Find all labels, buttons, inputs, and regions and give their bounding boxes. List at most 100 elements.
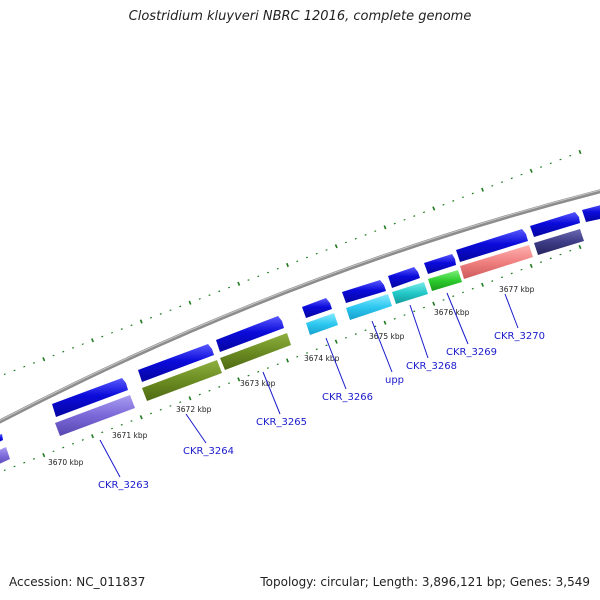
minor-tick bbox=[81, 343, 84, 346]
kbp-label: 3676 kbp bbox=[434, 308, 470, 317]
major-tick bbox=[578, 149, 582, 155]
major-tick bbox=[432, 301, 436, 306]
kbp-scale: 3670 kbp 3671 kbp 3672 kbp 3673 kbp 3674… bbox=[48, 285, 535, 467]
leader-line bbox=[371, 320, 393, 373]
minor-tick bbox=[81, 439, 84, 441]
minor-tick bbox=[159, 313, 162, 315]
minor-tick bbox=[296, 355, 299, 358]
gene-label-ckr-3263[interactable]: CKR_3263 bbox=[98, 480, 149, 491]
minor-tick bbox=[413, 310, 416, 313]
leader-line bbox=[262, 371, 281, 415]
minor-tick bbox=[23, 365, 26, 368]
kbp-label: 3670 kbp bbox=[48, 458, 84, 467]
minor-tick bbox=[315, 348, 318, 351]
major-tick bbox=[481, 187, 484, 192]
gene-block[interactable] bbox=[428, 270, 462, 291]
leader-line bbox=[504, 293, 519, 329]
minor-tick bbox=[257, 370, 260, 373]
leader-line bbox=[99, 439, 121, 478]
gene-block[interactable] bbox=[346, 294, 392, 320]
gene-block[interactable] bbox=[142, 360, 222, 401]
gene-label-ckr-3265[interactable]: CKR_3265 bbox=[256, 417, 307, 428]
minor-tick bbox=[413, 215, 416, 217]
minor-tick bbox=[3, 469, 6, 472]
minor-tick bbox=[62, 350, 65, 353]
minor-tick bbox=[374, 230, 377, 233]
minor-tick bbox=[218, 386, 221, 388]
gene-block[interactable] bbox=[392, 282, 428, 304]
gene-arrow[interactable] bbox=[302, 298, 332, 318]
gene-arrow[interactable] bbox=[138, 344, 214, 382]
minor-tick bbox=[393, 317, 396, 320]
gene-arrow[interactable] bbox=[216, 316, 284, 352]
gene-block[interactable] bbox=[534, 229, 584, 255]
minor-tick bbox=[276, 363, 279, 366]
leader-line bbox=[325, 337, 347, 390]
major-tick bbox=[188, 396, 192, 401]
major-tick bbox=[383, 225, 387, 230]
gene-block[interactable] bbox=[220, 333, 291, 370]
minor-tick bbox=[218, 290, 221, 293]
major-tick bbox=[91, 338, 94, 343]
minor-tick bbox=[198, 297, 201, 300]
minor-tick bbox=[491, 184, 494, 187]
minor-tick bbox=[315, 252, 318, 255]
map-title: Clostridium kluyveri NBRC 12016, complet… bbox=[128, 9, 472, 24]
minor-tick bbox=[62, 446, 65, 449]
minor-tick bbox=[452, 295, 455, 298]
gene-arrow[interactable] bbox=[530, 212, 580, 237]
gene-arrow[interactable] bbox=[0, 434, 3, 444]
gene-label-ckr-3269[interactable]: CKR_3269 bbox=[446, 347, 497, 358]
minor-tick bbox=[491, 280, 494, 282]
gene-block[interactable] bbox=[0, 447, 10, 466]
major-tick bbox=[334, 339, 338, 344]
label-leaders bbox=[99, 292, 519, 478]
minor-tick bbox=[471, 192, 474, 195]
kbp-label: 3673 kbp bbox=[240, 379, 276, 388]
major-tick bbox=[578, 244, 582, 250]
gene-label-ckr-3266[interactable]: CKR_3266 bbox=[322, 392, 373, 403]
minor-tick bbox=[159, 408, 162, 411]
major-tick bbox=[237, 377, 241, 382]
genome-backbone-highlight bbox=[0, 189, 600, 421]
minor-tick bbox=[569, 154, 572, 157]
gene-block[interactable] bbox=[306, 313, 338, 335]
gene-block[interactable] bbox=[460, 245, 533, 279]
gene-arrow[interactable] bbox=[424, 254, 456, 274]
major-tick bbox=[188, 300, 192, 305]
minor-tick bbox=[179, 305, 182, 308]
gene-label-ckr-3268[interactable]: CKR_3268 bbox=[406, 361, 457, 372]
gene-label-ckr-3270[interactable]: CKR_3270 bbox=[494, 331, 545, 342]
major-tick bbox=[91, 434, 94, 439]
kbp-label: 3674 kbp bbox=[304, 354, 340, 363]
minor-tick bbox=[179, 401, 182, 404]
major-tick bbox=[139, 415, 143, 420]
kbp-label: 3672 kbp bbox=[176, 405, 212, 414]
leader-line bbox=[185, 413, 207, 444]
forward-genes bbox=[0, 204, 600, 444]
gene-arrow[interactable] bbox=[342, 280, 386, 303]
gene-arrow[interactable] bbox=[456, 229, 528, 262]
major-tick bbox=[237, 281, 241, 286]
minor-tick bbox=[374, 325, 377, 328]
gene-arrow[interactable] bbox=[582, 204, 600, 222]
major-tick bbox=[334, 244, 338, 249]
genome-backbone bbox=[0, 189, 600, 424]
minor-tick bbox=[198, 393, 201, 396]
gene-block[interactable] bbox=[55, 395, 135, 436]
major-tick bbox=[529, 168, 533, 173]
leader-line bbox=[446, 292, 469, 345]
minor-tick bbox=[276, 267, 279, 270]
minor-tick bbox=[296, 260, 299, 263]
reverse-genes bbox=[0, 229, 584, 466]
minor-tick bbox=[549, 162, 552, 165]
major-tick bbox=[42, 452, 46, 458]
minor-tick bbox=[471, 287, 474, 290]
major-tick bbox=[139, 319, 143, 324]
major-tick bbox=[481, 282, 484, 287]
gene-arrow[interactable] bbox=[52, 378, 128, 417]
gene-label-ckr-3264[interactable]: CKR_3264 bbox=[183, 446, 234, 457]
gene-label-upp[interactable]: upp bbox=[385, 375, 404, 386]
gene-arrow[interactable] bbox=[388, 267, 420, 288]
